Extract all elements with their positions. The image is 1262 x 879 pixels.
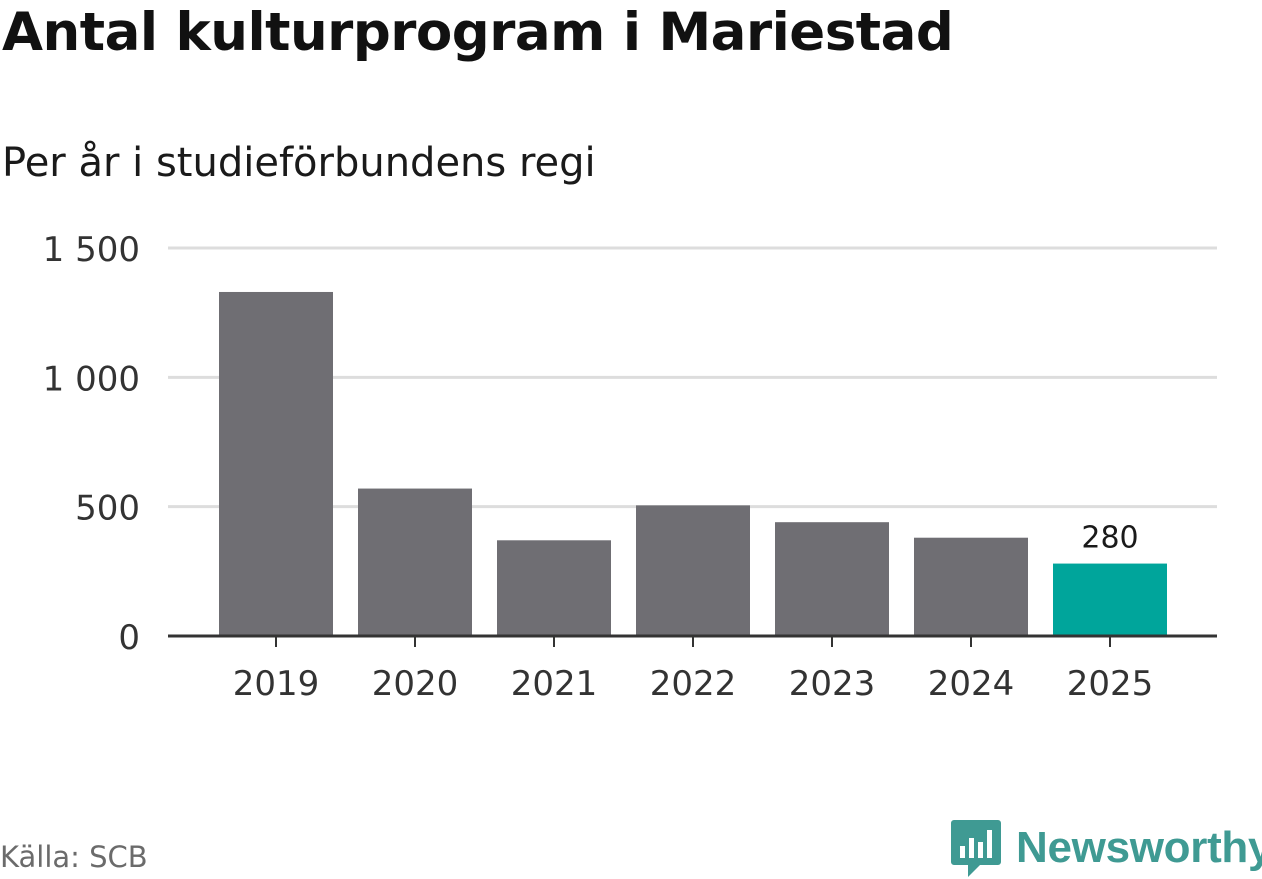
y-tick-label: 1 000 [43,359,140,399]
labels: 0 500 1 000 1 500 2019 2020 2021 2022 2023 2024 20… [43,230,1154,704]
bar-chart: 0 500 1 000 1 500 2019 2020 2021 2022 2023 2024 20… [43,230,1217,704]
x-tick-label: 2025 [1067,664,1154,704]
bar-2019 [219,291,333,636]
bar-2023 [775,522,889,636]
bar-2022 [636,505,750,636]
bar-2024 [914,537,1028,636]
source-note: Källa: SCB [0,840,148,874]
bars [219,291,1167,636]
bar-2025 [1053,563,1167,636]
chart-subtitle: Per år i studieförbundens regi [2,140,596,186]
brand-name: Newsworthy [1016,823,1262,872]
bar-2021 [497,540,611,636]
bar-2020 [358,488,472,636]
x-tick-label: 2020 [372,664,459,704]
x-tick-label: 2022 [650,664,737,704]
x-tick-label: 2021 [511,664,598,704]
chart-title: Antal kulturprogram i Mariestad [2,2,954,63]
newsworthy-logo-icon [951,820,1001,877]
axes [168,634,1217,647]
y-tick-label: 500 [75,489,140,529]
x-tick-label: 2019 [233,664,320,704]
y-tick-label: 1 500 [43,230,140,270]
x-tick-label: 2023 [789,664,876,704]
data-label: 280 [1081,521,1138,556]
x-tick-label: 2024 [928,664,1015,704]
brand-logo: Newsworthy [950,818,1262,878]
y-tick-label: 0 [118,618,140,658]
